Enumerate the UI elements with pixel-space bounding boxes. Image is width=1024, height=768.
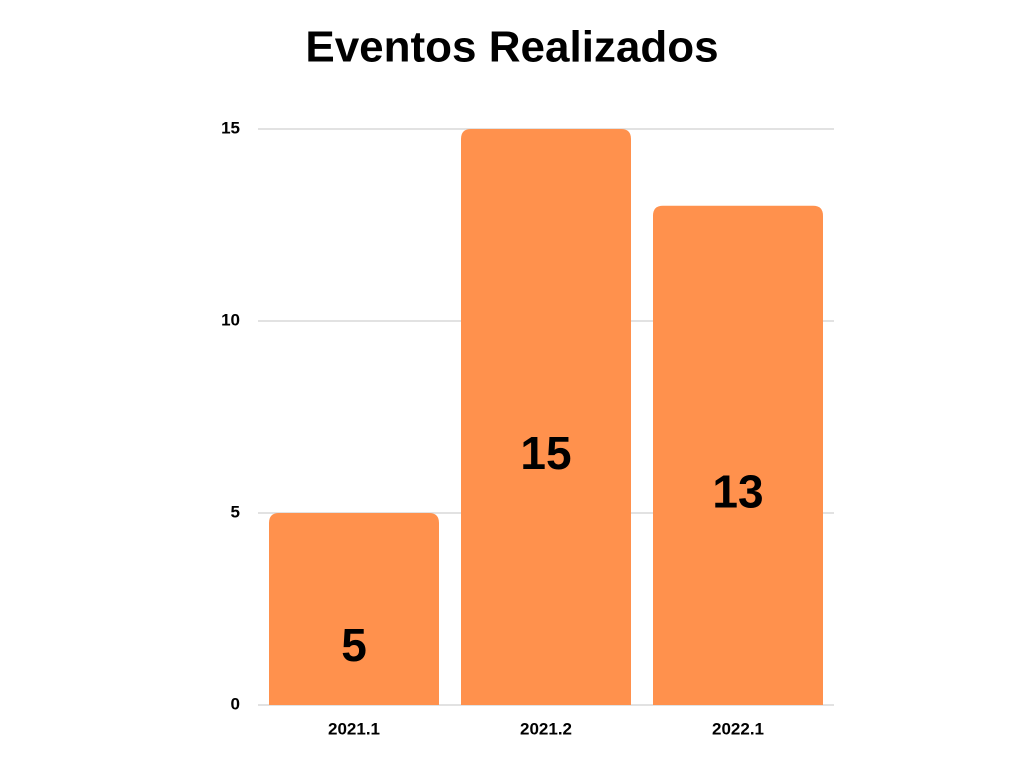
data-label: 15 (520, 427, 571, 479)
bar (269, 513, 439, 705)
data-label: 5 (341, 619, 367, 671)
bar (461, 129, 631, 705)
y-tick-label: 5 (231, 502, 240, 521)
y-tick-label: 10 (221, 310, 240, 329)
x-tick-label: 2021.1 (328, 719, 380, 738)
y-tick-label: 0 (231, 694, 240, 713)
data-label: 13 (712, 466, 763, 518)
chart-title: Eventos Realizados (305, 23, 718, 72)
bar (653, 205, 823, 706)
y-tick-label: 15 (221, 118, 240, 137)
x-tick-label: 2021.2 (520, 719, 572, 738)
x-tick-label: 2022.1 (712, 719, 764, 738)
